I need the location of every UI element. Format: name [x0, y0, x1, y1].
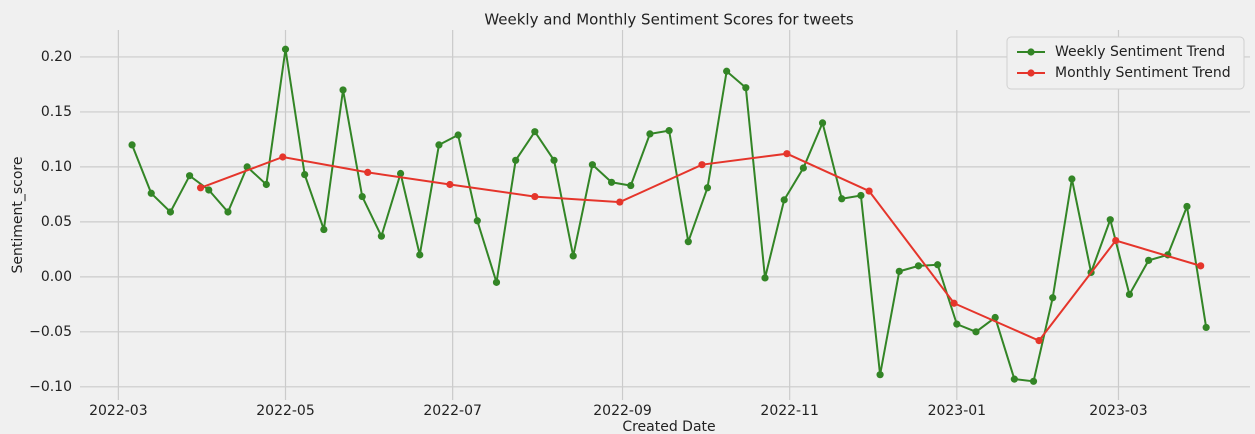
point: [616, 198, 624, 206]
point: [1202, 323, 1210, 332]
y-tick-label: 0.00: [41, 269, 72, 285]
point: [950, 299, 958, 307]
point: [281, 45, 290, 53]
point: [531, 192, 539, 201]
point: [646, 130, 654, 138]
point: [1010, 375, 1018, 383]
point: [991, 313, 999, 322]
point: [358, 192, 366, 201]
point: [454, 131, 462, 139]
point: [186, 172, 194, 180]
point: [838, 195, 846, 203]
x-axis-label: Created Date: [622, 419, 715, 434]
x-tick-label: 2022-03: [89, 403, 148, 419]
point: [972, 328, 980, 336]
point: [1068, 175, 1076, 183]
point: [301, 170, 309, 179]
point: [934, 261, 942, 269]
legend: Weekly Sentiment Trend Monthly Sentiment …: [1006, 36, 1245, 90]
x-tick-label: 2023-01: [928, 403, 987, 419]
y-tick-label: 0.15: [41, 104, 72, 120]
point: [262, 180, 270, 189]
point: [783, 150, 791, 158]
point: [1106, 216, 1114, 224]
point: [698, 161, 706, 169]
point: [818, 119, 827, 127]
point: [1029, 377, 1038, 385]
point: [865, 187, 873, 195]
point: [128, 141, 136, 149]
point: [703, 184, 712, 192]
legend-marker: [1027, 48, 1035, 56]
legend-label: Weekly Sentiment Trend: [1055, 44, 1225, 60]
point: [780, 196, 788, 204]
point: [147, 189, 155, 197]
y-tick-label: 0.20: [41, 49, 72, 65]
plot-area: [80, 30, 1250, 400]
y-axis-label: Sentiment_score: [10, 157, 26, 274]
point: [473, 217, 481, 225]
point: [665, 127, 673, 135]
point: [588, 161, 596, 169]
point: [953, 320, 961, 328]
x-tick-label: 2022-05: [256, 403, 315, 419]
point: [416, 251, 424, 259]
point: [279, 153, 287, 161]
y-tick-label: 0.05: [41, 214, 72, 230]
point: [684, 238, 692, 246]
point: [857, 191, 865, 200]
point: [1145, 256, 1153, 264]
point: [512, 156, 520, 164]
point: [396, 169, 405, 178]
y-tick-label: −0.05: [29, 324, 72, 340]
point: [339, 86, 347, 94]
point: [364, 168, 372, 176]
legend-label: Monthly Sentiment Trend: [1055, 65, 1231, 81]
point: [1197, 262, 1205, 270]
point: [531, 128, 539, 136]
chart-title: Weekly and Monthly Sentiment Scores for …: [484, 11, 854, 29]
y-tick-label: 0.10: [41, 159, 72, 175]
point: [1183, 202, 1191, 211]
point: [1049, 294, 1057, 302]
point: [607, 178, 616, 186]
point: [799, 164, 807, 172]
point: [723, 67, 731, 75]
point: [446, 180, 454, 189]
point: [205, 186, 213, 194]
y-tick-label: −0.10: [29, 379, 72, 395]
point: [1035, 337, 1043, 345]
point: [761, 274, 769, 282]
point: [895, 267, 903, 275]
x-tick-label: 2022-09: [593, 403, 652, 419]
point: [1112, 236, 1120, 245]
point: [492, 278, 501, 286]
legend-box: [1006, 36, 1245, 90]
point: [224, 208, 232, 216]
point: [435, 141, 443, 149]
point: [742, 84, 750, 92]
x-tick-label: 2022-11: [760, 403, 819, 419]
point: [377, 232, 386, 240]
point: [627, 181, 635, 190]
point: [196, 184, 205, 192]
point: [569, 252, 577, 260]
x-tick-label: 2023-03: [1089, 403, 1148, 419]
point: [166, 208, 175, 216]
x-tick-label: 2022-07: [423, 403, 482, 419]
point: [550, 156, 558, 164]
point: [876, 371, 884, 379]
legend-marker: [1027, 69, 1035, 77]
point: [914, 262, 923, 270]
point: [320, 225, 328, 234]
point: [1125, 290, 1134, 299]
